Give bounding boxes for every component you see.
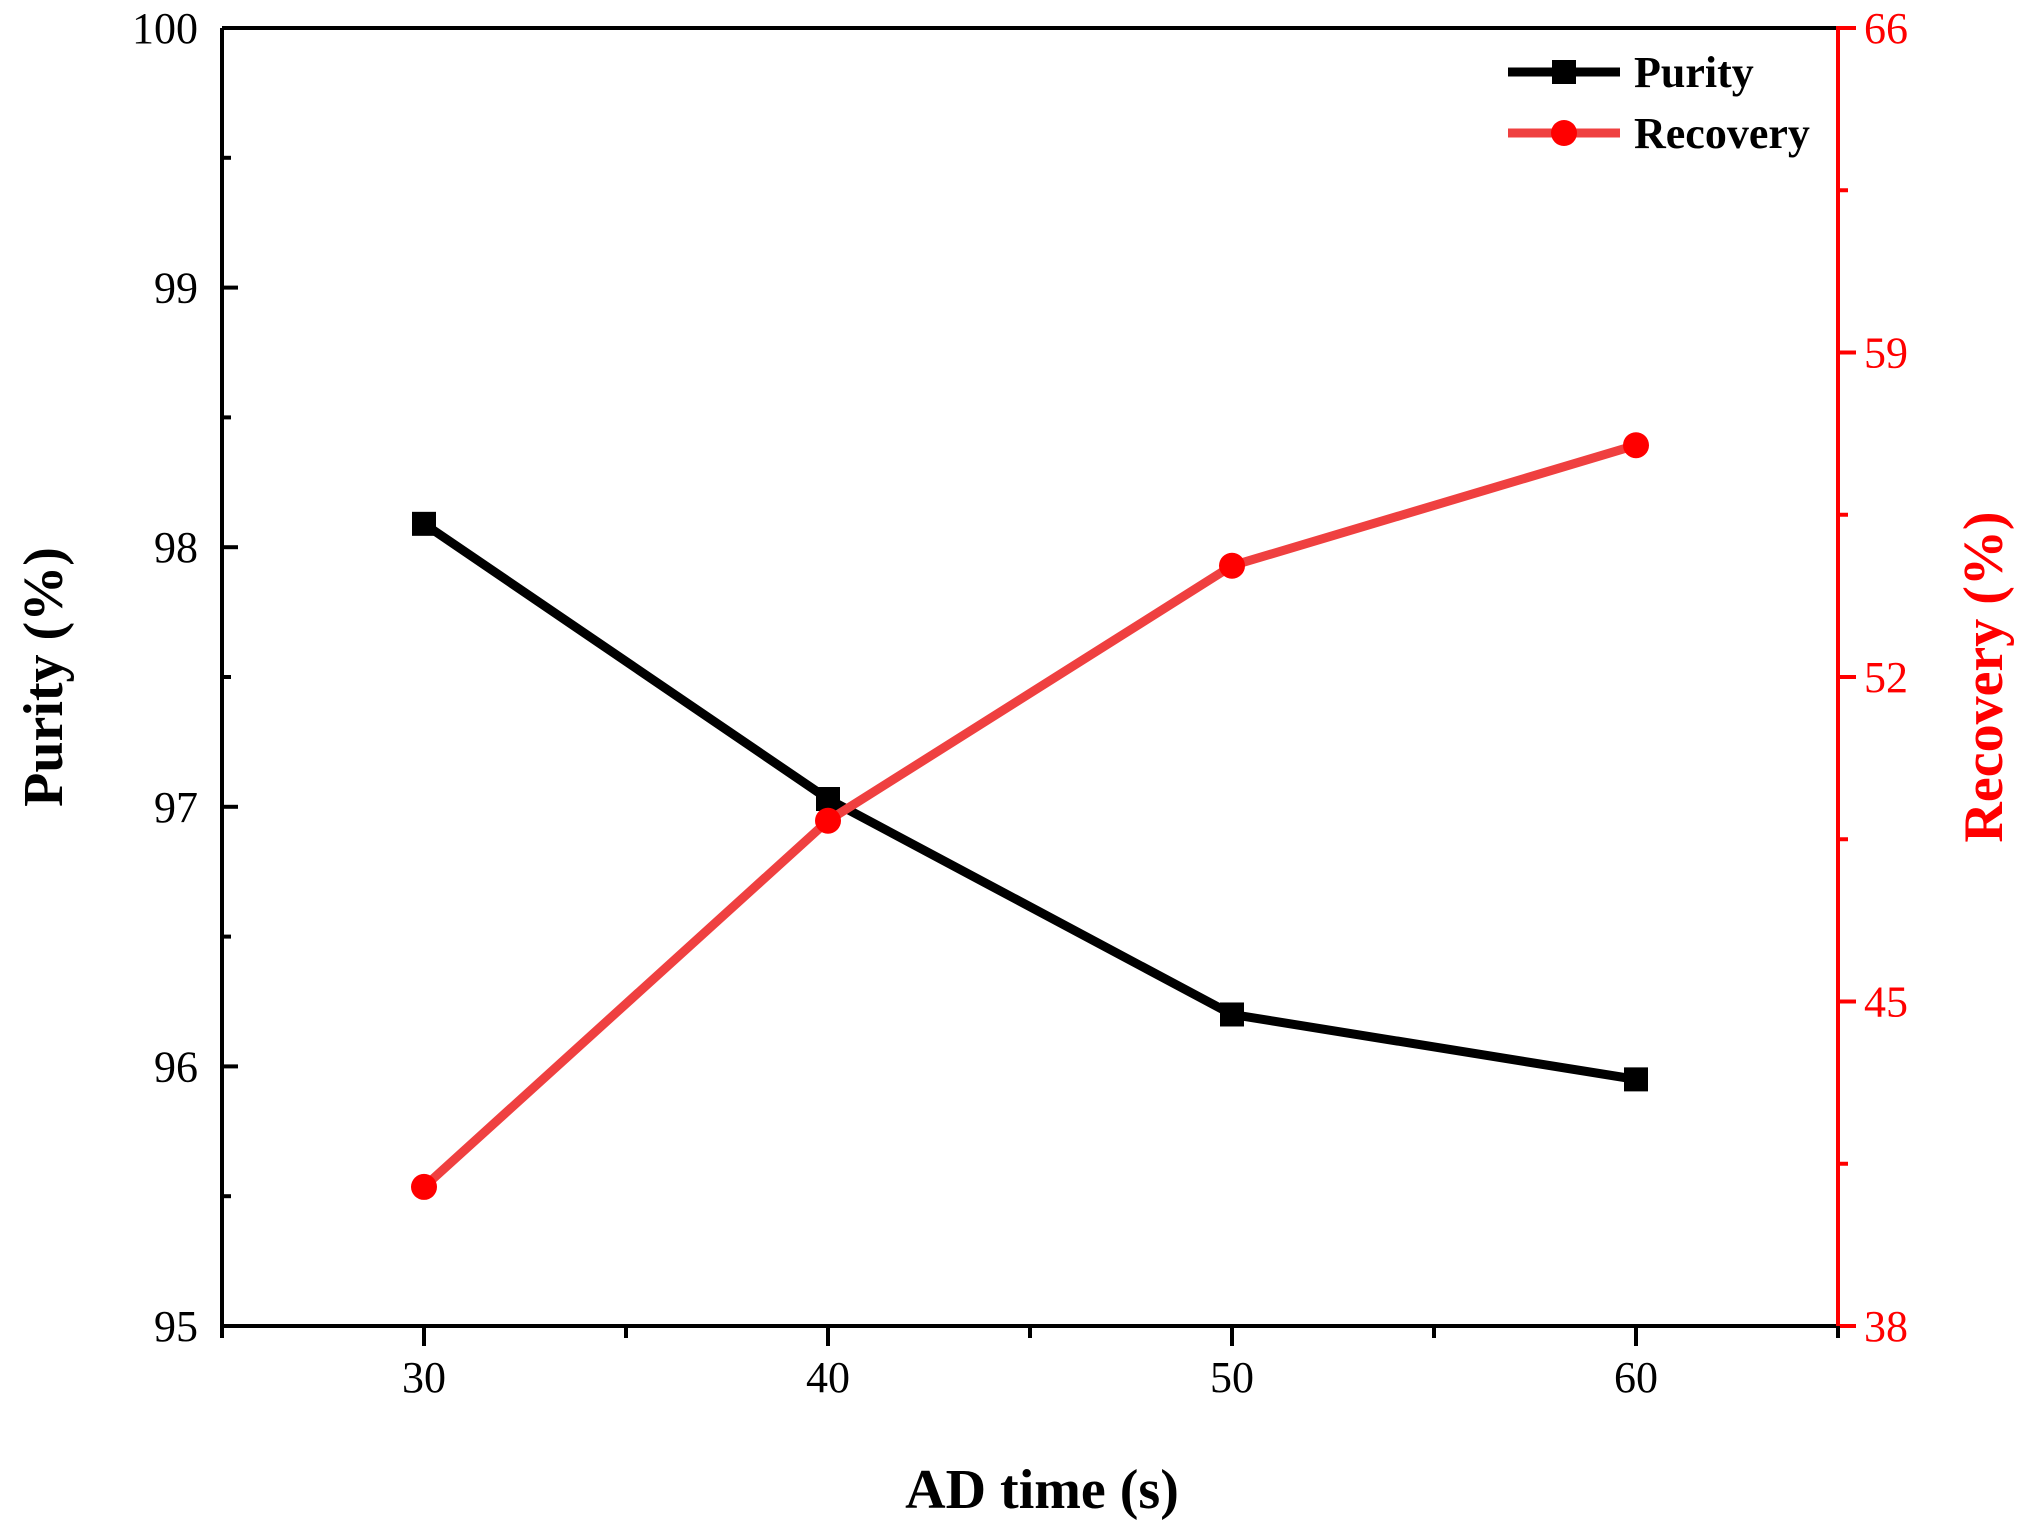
- legend-label-recovery: Recovery: [1634, 109, 1810, 158]
- right-tick-label: 59: [1864, 329, 1908, 378]
- left-tick-label: 95: [154, 1302, 198, 1351]
- x-axis-title: AD time (s): [905, 1459, 1179, 1521]
- data-point-purity: [1220, 1002, 1244, 1027]
- data-point-recovery: [411, 1173, 437, 1200]
- data-point-recovery: [1219, 552, 1245, 579]
- x-tick-label: 50: [1210, 1353, 1254, 1402]
- right-tick-label: 38: [1864, 1302, 1908, 1351]
- legend: Purity Recovery: [1508, 48, 1810, 158]
- right-tick-label: 52: [1864, 653, 1908, 702]
- left-tick-label: 98: [154, 523, 198, 572]
- data-point-recovery: [815, 807, 841, 834]
- legend-marker-recovery: [1551, 120, 1577, 146]
- left-axis-title: Purity (%): [13, 547, 75, 807]
- data-point-recovery: [1623, 432, 1649, 459]
- x-tick-label: 40: [806, 1353, 850, 1402]
- right-tick-label: 66: [1864, 4, 1908, 53]
- x-tick-label: 30: [402, 1353, 446, 1402]
- left-tick-label: 99: [154, 264, 198, 313]
- left-tick-label: 100: [132, 4, 198, 53]
- legend-marker-purity: [1552, 60, 1576, 84]
- axes-layer: 95 96 97 98 99 100 38 45 52 59 66 30 40 50 60 AD time (…: [13, 4, 2015, 1521]
- right-tick-label: 45: [1864, 978, 1908, 1027]
- x-tick-label: 60: [1614, 1353, 1658, 1402]
- left-tick-label: 97: [154, 783, 198, 832]
- left-tick-label: 96: [154, 1042, 198, 1091]
- right-axis-title: Recovery (%): [1953, 511, 2015, 842]
- data-point-purity: [816, 787, 840, 812]
- data-point-purity: [412, 511, 436, 536]
- series-layer: [411, 432, 1649, 1200]
- data-point-purity: [1624, 1067, 1648, 1092]
- series-line-recovery: [419, 440, 1641, 1192]
- series-line-purity: [419, 519, 1641, 1084]
- legend-label-purity: Purity: [1634, 48, 1754, 97]
